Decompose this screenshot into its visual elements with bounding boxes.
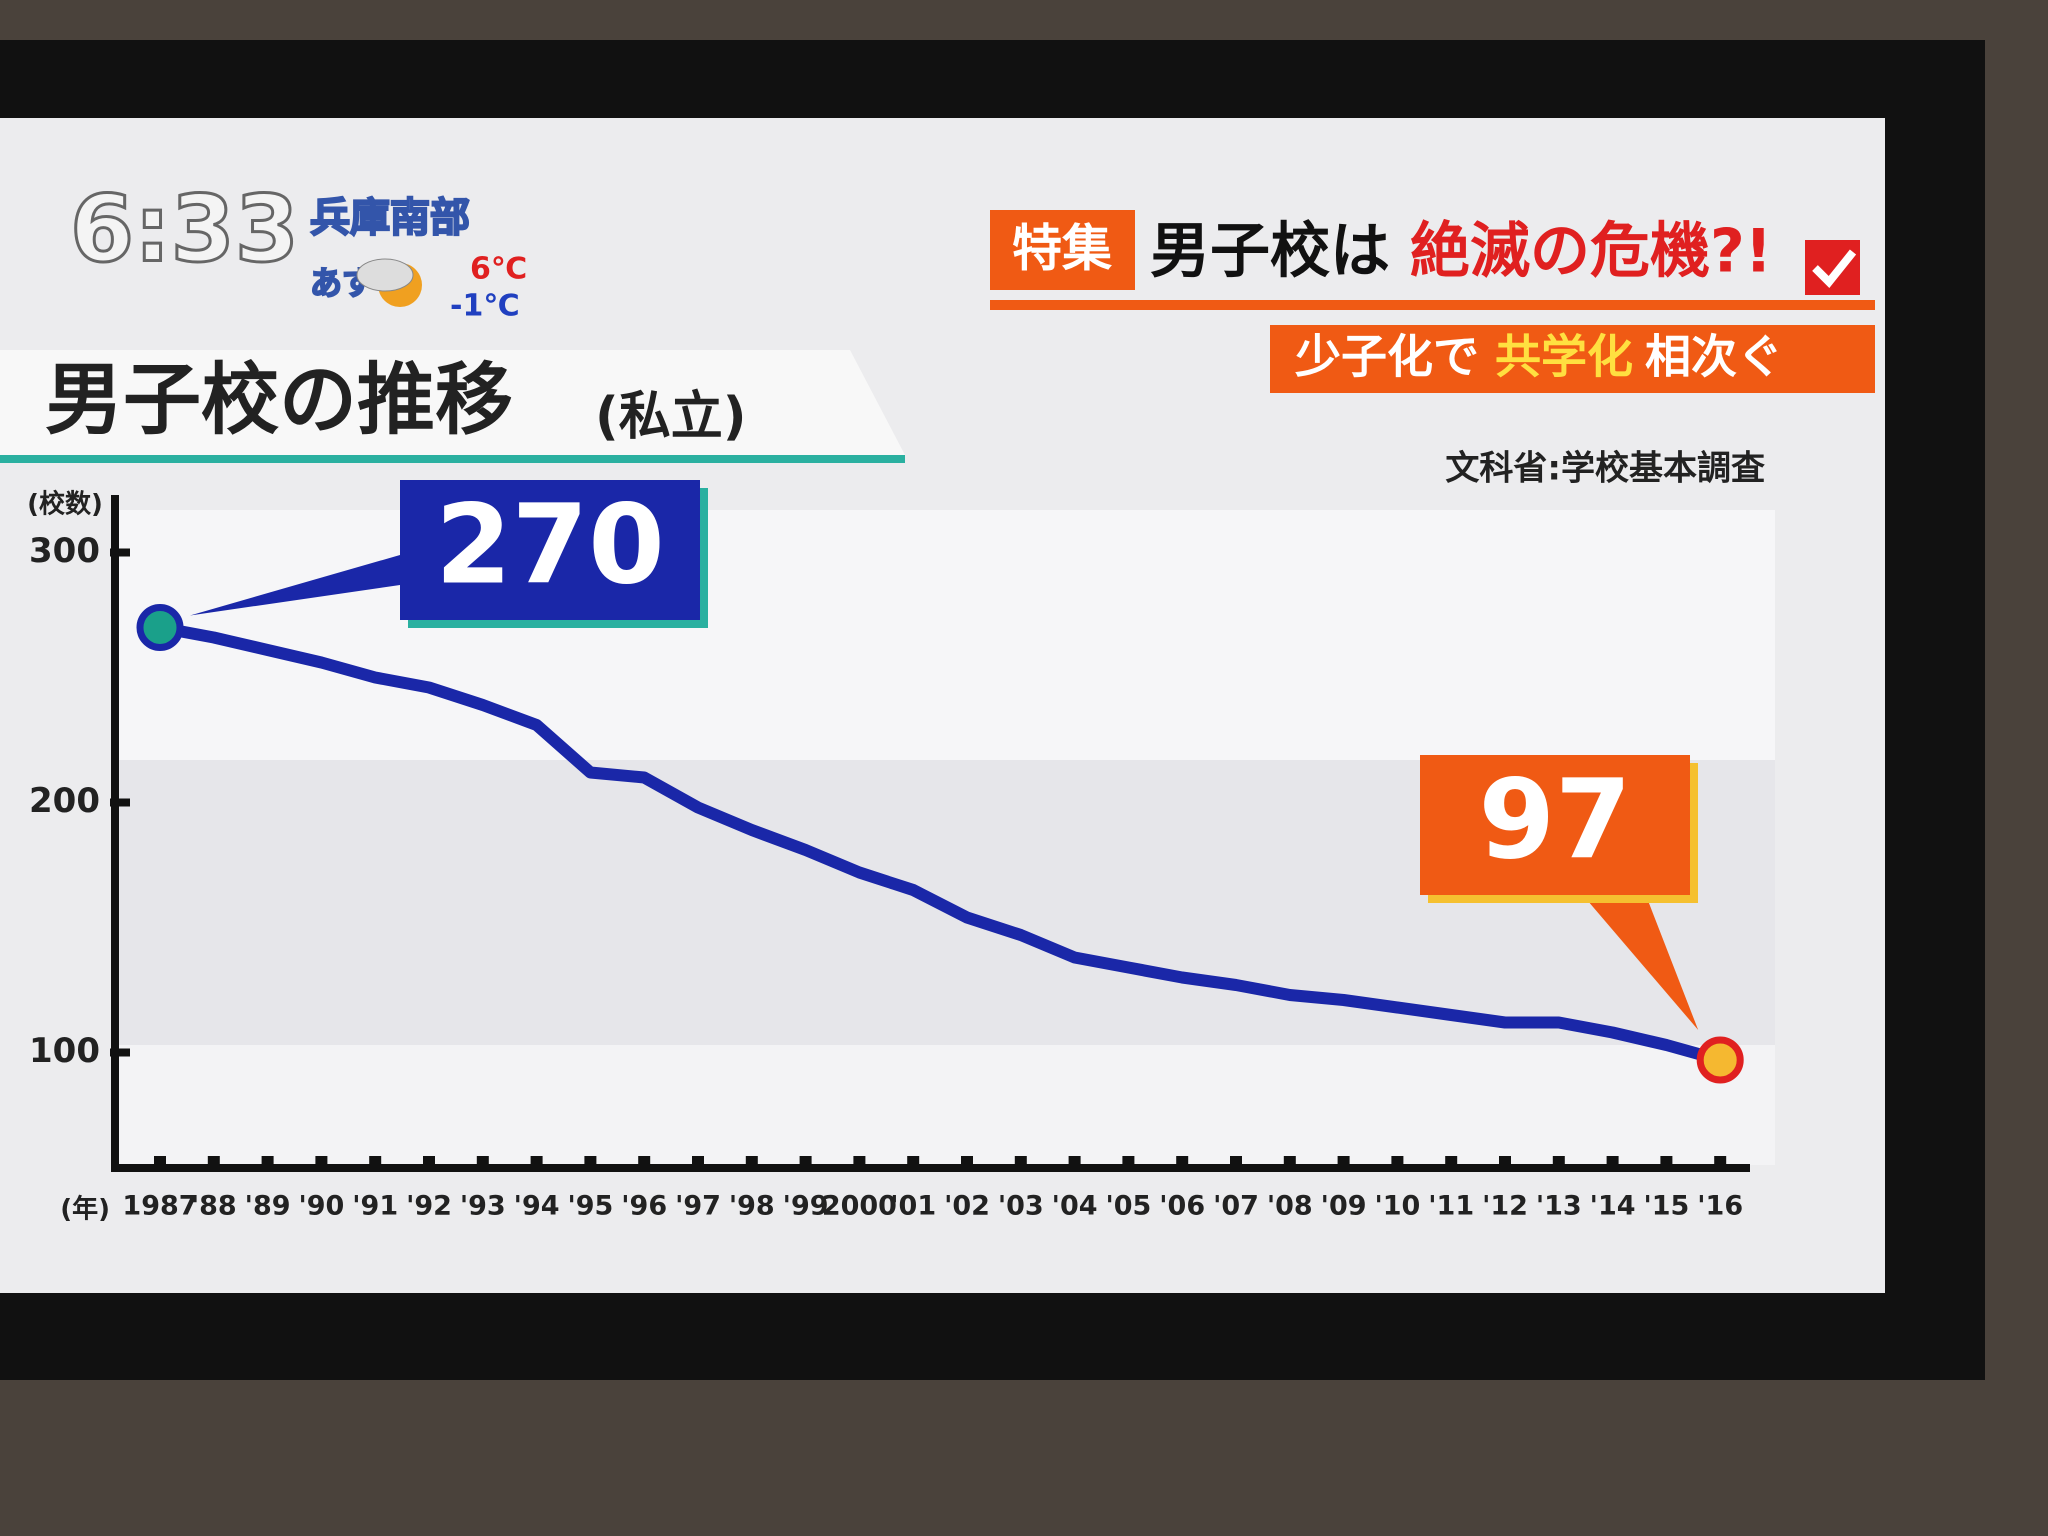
headline: 絶滅の危機?!	[1410, 217, 1772, 287]
x-tick	[961, 1156, 973, 1166]
chart-subtitle: (私立)	[595, 387, 747, 447]
x-tick-label: '91	[352, 1191, 398, 1222]
x-tick-label: '15	[1643, 1191, 1689, 1222]
y-tick-label: 100	[29, 1031, 100, 1071]
x-tick-label: '96	[621, 1191, 667, 1222]
x-tick-label: '06	[1159, 1191, 1205, 1222]
x-tick-label: '03	[998, 1191, 1044, 1222]
title-bar	[0, 350, 905, 455]
x-tick-label: '01	[890, 1191, 936, 1222]
region: 兵庫南部	[310, 195, 470, 241]
x-tick	[799, 1156, 812, 1166]
x-tick-label: '93	[460, 1191, 506, 1222]
x-tick-label: '04	[1052, 1191, 1098, 1222]
x-tick	[154, 1156, 166, 1166]
x-tick-label: '14	[1590, 1191, 1636, 1222]
x-tick-label: '05	[1105, 1191, 1151, 1222]
x-tick	[423, 1156, 435, 1166]
x-tick-label: '08	[1267, 1191, 1313, 1222]
x-tick-label: '16	[1697, 1191, 1743, 1222]
x-tick	[1445, 1156, 1458, 1166]
x-tick	[207, 1156, 220, 1166]
end-point	[1696, 1036, 1744, 1084]
x-tick	[1552, 1156, 1565, 1166]
band	[115, 1045, 1775, 1165]
x-tick-label: '12	[1482, 1191, 1528, 1222]
x-tick	[584, 1156, 597, 1166]
callout-box	[1420, 755, 1690, 895]
x-tick-label: 1987	[122, 1191, 197, 1222]
tag: 特集	[1012, 220, 1112, 278]
x-tick	[907, 1156, 920, 1166]
callout-box	[400, 480, 700, 620]
chart-title: 男子校の推移	[45, 355, 513, 445]
data-line	[158, 621, 1722, 1066]
headline: 男子校は	[1150, 217, 1390, 287]
x-tick	[369, 1156, 382, 1166]
x-tick-label: '02	[944, 1191, 990, 1222]
x-tick	[1068, 1156, 1081, 1166]
x-tick	[1122, 1156, 1135, 1166]
sub-banner	[1270, 325, 1875, 393]
x-axis-label: (年)	[60, 1194, 110, 1225]
start-point	[136, 604, 184, 651]
x-tick-label: 2000	[822, 1191, 897, 1222]
check-mark	[1812, 249, 1857, 288]
callout-pointer	[190, 555, 400, 616]
value-label: 97	[1478, 755, 1631, 883]
x-tick	[315, 1156, 328, 1166]
x-tick	[1714, 1156, 1727, 1166]
x-tick-label: '89	[245, 1191, 291, 1222]
title-underline	[0, 455, 905, 463]
x-tick	[1606, 1156, 1619, 1166]
x-tick-label: '90	[298, 1191, 344, 1222]
x-tick-label: '94	[514, 1191, 560, 1222]
y-tick-label: 300	[29, 531, 100, 571]
x-tick-label: '97	[675, 1191, 721, 1222]
x-tick	[476, 1156, 489, 1166]
x-tick	[530, 1156, 543, 1166]
x-tick-label: '11	[1428, 1191, 1474, 1222]
value-label: 270	[435, 480, 665, 608]
x-tick-label: '07	[1213, 1191, 1259, 1222]
x-tick-label: '98	[729, 1191, 775, 1222]
underline	[990, 300, 1875, 310]
subheadline: 共学化	[1495, 330, 1633, 384]
x-tick	[1337, 1156, 1350, 1166]
callout-pointer	[1570, 880, 1699, 1030]
x-tick-label: '10	[1374, 1191, 1420, 1222]
band	[115, 510, 1775, 760]
x-tick	[1660, 1156, 1673, 1166]
x-tick	[261, 1156, 274, 1166]
x-tick	[1499, 1156, 1511, 1166]
x-tick	[638, 1156, 651, 1166]
x-tick-label: '09	[1321, 1191, 1367, 1222]
x-tick-label: '88	[191, 1191, 237, 1222]
temp-high: 6℃	[470, 252, 527, 287]
x-tick	[1176, 1156, 1189, 1166]
x-tick	[1391, 1156, 1404, 1166]
x-tick	[1230, 1156, 1242, 1166]
x-tick-label: '92	[406, 1191, 452, 1222]
x-tick	[692, 1156, 704, 1166]
source: 文科省:学校基本調査	[1445, 449, 1765, 489]
x-tick	[745, 1156, 758, 1166]
tag-box	[990, 210, 1135, 290]
subheadline: 少子化で	[1295, 330, 1479, 384]
x-tick	[853, 1156, 866, 1166]
temp-low: -1℃	[450, 289, 520, 324]
y-axis-label: (校数)	[27, 489, 103, 520]
x-tick-label: '99	[783, 1191, 829, 1222]
weather-icon	[356, 258, 414, 292]
x-tick	[1283, 1156, 1296, 1166]
x-tick-label: '13	[1536, 1191, 1582, 1222]
y-tick-label: 200	[29, 781, 100, 821]
clock: 6:33	[70, 175, 299, 282]
x-tick	[1014, 1156, 1027, 1166]
x-tick-label: '95	[567, 1191, 613, 1222]
check-box	[1805, 240, 1860, 295]
subheadline: 相次ぐ	[1645, 330, 1783, 384]
